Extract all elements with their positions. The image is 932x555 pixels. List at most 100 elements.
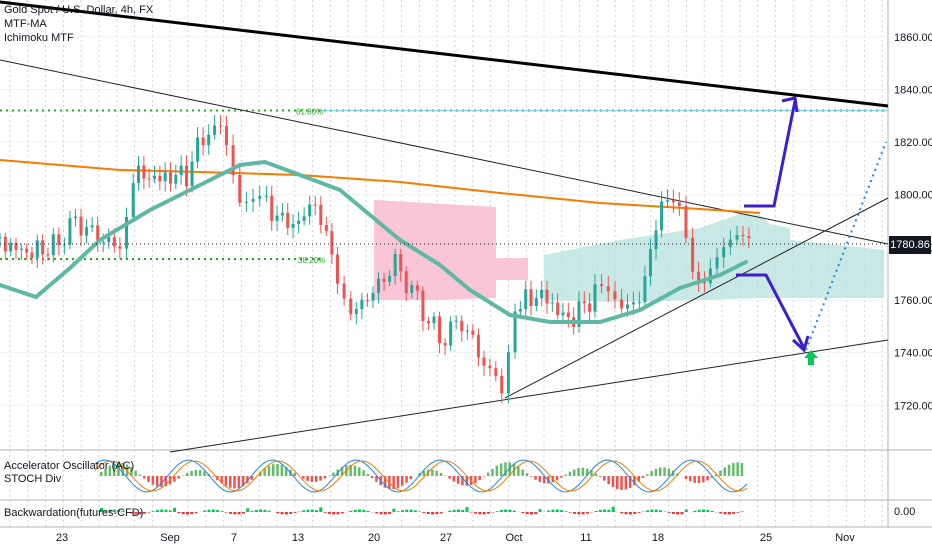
candle-body [270,196,273,221]
backwardation-bar [719,512,722,514]
candle-body [455,321,458,322]
candle-body [394,254,397,276]
candle-body [52,234,55,255]
time-axis-label: Sep [160,532,180,544]
candle-body [169,173,172,184]
ac-bar [212,476,215,477]
ac-bar [702,476,705,482]
backwardation-bar [711,511,714,512]
backwardation-bar [246,508,249,512]
ac-bar [440,473,443,476]
candle-body [736,235,739,240]
backwardation-bar [466,507,469,512]
candle-body [202,137,205,145]
ac-bar [233,476,236,488]
backwardation-bar [509,510,512,512]
ac-bar [573,469,576,476]
backwardation-bar [289,512,292,514]
backwardation-bar [276,512,279,513]
backwardation-bar [242,512,245,514]
backwardation-bar [478,512,481,514]
ac-bar [190,471,193,476]
ac-bar [281,465,284,476]
candle-body [494,368,497,376]
candle-body [0,237,2,238]
ac-bar [229,476,232,488]
candle-body [107,237,110,242]
backwardation-bar [560,510,563,512]
candle-body [588,303,591,311]
ac-bar [741,463,744,476]
ac-bar [311,476,314,482]
indicator-ichimoku: Ichimoku MTF [4,32,74,45]
backwardation-bar [461,510,464,512]
backwardation-bar [633,512,636,514]
ac-bar [362,470,365,476]
candle-body [477,335,480,358]
candle-body [684,206,687,238]
candle-body [196,137,199,161]
candle-body [349,299,352,315]
backwardation-bar [401,510,404,512]
backwardation-bar [251,511,254,512]
backwardation-bar [569,512,572,513]
ac-bar [195,470,198,476]
backwardation-bar [650,510,653,512]
candle-body [691,238,694,272]
candle-body [281,213,284,216]
backwardation-bar [203,511,206,512]
candle-body [716,257,719,268]
ac-bar [577,468,580,476]
backwardation-bar [423,512,426,513]
candle-body [25,249,28,253]
time-axis-label: Nov [835,532,855,544]
candle-body [482,357,485,365]
candle-body [57,234,60,245]
fib-level-label: 61.80% [296,108,323,117]
backwardation-bar [474,512,477,514]
backwardation-bar [147,512,150,513]
backwardation-bar [156,510,159,512]
time-axis-label: 13 [292,532,304,544]
backwardation-bar [212,510,215,512]
backwardation-bar [238,512,241,514]
ac-bar [685,476,688,479]
ac-bar [500,463,503,476]
ac-bar [453,476,456,481]
backwardation-bar [319,507,322,512]
candle-body [500,376,503,394]
candle-body [620,299,623,308]
ac-bar [526,473,529,476]
indicator-mtf-ma: MTF-MA [4,18,47,31]
candle-body [213,125,216,134]
candle-body [567,312,570,317]
backwardation-bar [724,512,727,514]
ac-bar [354,466,357,476]
backwardation-bar [487,512,490,514]
backwardation-bar [526,512,529,514]
backwardation-bar [332,512,335,514]
ac-bar [199,470,202,476]
backwardation-bar [362,510,365,512]
backwardation-bar [655,510,658,512]
backwardation-bar [220,511,223,512]
candle-body [449,321,452,345]
backwardation-bar [208,510,211,512]
backwardation-bar [676,512,679,514]
candle-body [524,289,527,309]
backwardation-bar [448,511,451,512]
candle-body [258,196,261,199]
candle-body [252,199,255,202]
ac-bar [732,463,735,476]
backwardation-bar [577,512,580,514]
backwardation-bar [539,509,542,512]
candle-body [46,254,49,255]
backwardation-bar [311,510,314,512]
backwardation-bar [547,510,550,512]
backwardation-bar [354,510,357,512]
backwardation-bar [410,510,413,512]
candle-body [643,276,646,302]
indicator-ac: Accelerator Oscillator (AC) [4,460,134,473]
backwardation-bar [397,511,400,512]
